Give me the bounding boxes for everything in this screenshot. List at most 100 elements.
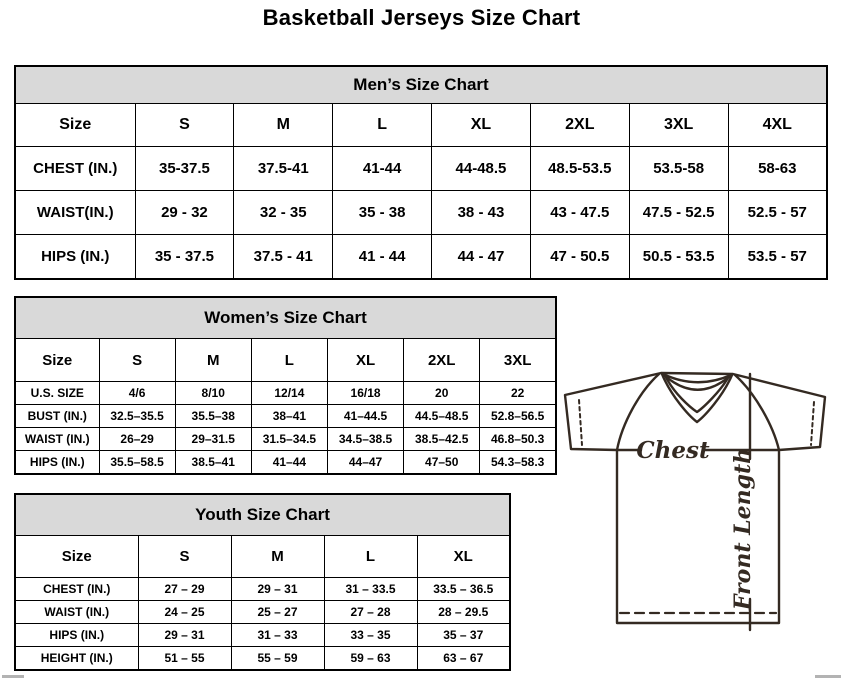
youth-table-caption-row: Youth Size Chart (14, 493, 511, 536)
scrollbar-fragment-right[interactable] (815, 675, 841, 678)
left-seam-line (615, 372, 661, 452)
womens-cell: 4/6 (98, 381, 176, 405)
womens-size-label: Size (14, 338, 100, 382)
scrollbar-fragment-left[interactable] (2, 675, 24, 678)
womens-cell: 8/10 (174, 381, 252, 405)
mens-size-col: L (332, 103, 433, 147)
page-title: Basketball Jerseys Size Chart (262, 5, 581, 30)
youth-cell: 27 – 29 (137, 577, 232, 601)
mens-cell: 43 - 47.5 (529, 190, 630, 235)
womens-row-label-waist: WAIST (IN.) (14, 427, 100, 451)
mens-row-label-hips: HIPS (IN.) (14, 234, 136, 280)
womens-table-title: Women’s Size Chart (14, 296, 557, 339)
youth-cell: 28 – 29.5 (416, 600, 511, 624)
womens-size-table: Women’s Size Chart Size S M L XL 2XL 3XL… (14, 296, 557, 475)
youth-cell: 55 – 59 (230, 646, 325, 671)
mens-size-table: Men’s Size Chart Size S M L XL 2XL 3XL 4… (14, 65, 828, 280)
mens-chest-row: CHEST (IN.) 35-37.5 37.5-41 41-44 44-48.… (14, 146, 828, 191)
youth-cell: 51 – 55 (137, 646, 232, 671)
youth-cell: 24 – 25 (137, 600, 232, 624)
womens-size-col: 3XL (479, 338, 557, 382)
mens-cell: 29 - 32 (134, 190, 235, 235)
womens-cell: 12/14 (250, 381, 328, 405)
collar-v-outer (660, 372, 734, 424)
womens-size-col: L (250, 338, 328, 382)
womens-cell: 35.5–58.5 (98, 450, 176, 475)
womens-cell: 32.5–35.5 (98, 404, 176, 428)
womens-cell: 20 (403, 381, 481, 405)
youth-chest-row: CHEST (IN.) 27 – 29 29 – 31 31 – 33.5 33… (14, 577, 511, 601)
youth-size-col: M (230, 535, 325, 578)
womens-hips-row: HIPS (IN.) 35.5–58.5 38.5–41 41–44 44–47… (14, 450, 557, 475)
mens-cell: 41 - 44 (332, 234, 433, 280)
youth-cell: 35 – 37 (416, 623, 511, 647)
mens-size-col: M (233, 103, 334, 147)
mens-cell: 35 - 38 (332, 190, 433, 235)
youth-cell: 33.5 – 36.5 (416, 577, 511, 601)
mens-cell: 53.5 - 57 (727, 234, 828, 280)
womens-cell: 38.5–41 (174, 450, 252, 475)
mens-cell: 44 - 47 (431, 234, 531, 280)
youth-table-title: Youth Size Chart (14, 493, 511, 536)
mens-size-col: XL (431, 103, 531, 147)
youth-height-row: HEIGHT (IN.) 51 – 55 55 – 59 59 – 63 63 … (14, 646, 511, 671)
mens-cell: 35-37.5 (134, 146, 235, 191)
mens-table-caption-row: Men’s Size Chart (14, 65, 828, 104)
mens-size-header-row: Size S M L XL 2XL 3XL 4XL (14, 103, 828, 147)
youth-row-label-hips: HIPS (IN.) (14, 623, 139, 647)
mens-cell: 47.5 - 52.5 (628, 190, 729, 235)
womens-bust-row: BUST (IN.) 32.5–35.5 35.5–38 38–41 41–44… (14, 404, 557, 428)
mens-table-title: Men’s Size Chart (14, 65, 828, 104)
mens-row-label-waist: WAIST(IN.) (14, 190, 136, 235)
youth-row-label-chest: CHEST (IN.) (14, 577, 139, 601)
mens-hips-row: HIPS (IN.) 35 - 37.5 37.5 - 41 41 - 44 4… (14, 234, 828, 280)
youth-size-col: L (323, 535, 418, 578)
mens-cell: 53.5-58 (628, 146, 729, 191)
womens-ussize-row: U.S. SIZE 4/6 8/10 12/14 16/18 20 22 (14, 381, 557, 405)
womens-cell: 41–44.5 (326, 404, 405, 428)
womens-row-label-hips: HIPS (IN.) (14, 450, 100, 475)
youth-cell: 29 – 31 (230, 577, 325, 601)
youth-hips-row: HIPS (IN.) 29 – 31 31 – 33 33 – 35 35 – … (14, 623, 511, 647)
jersey-measurement-diagram: Chest Front Length (557, 362, 842, 662)
womens-size-col: XL (326, 338, 405, 382)
left-cuff-dashed-line (578, 399, 583, 446)
womens-row-label-ussize: U.S. SIZE (14, 381, 100, 405)
mens-size-col: 3XL (628, 103, 729, 147)
youth-cell: 33 – 35 (323, 623, 418, 647)
mens-size-col: S (134, 103, 235, 147)
youth-row-label-height: HEIGHT (IN.) (14, 646, 139, 671)
youth-cell: 31 – 33.5 (323, 577, 418, 601)
right-seam-line (733, 373, 781, 452)
youth-cell: 29 – 31 (137, 623, 232, 647)
womens-cell: 35.5–38 (174, 404, 252, 428)
womens-cell: 54.3–58.3 (479, 450, 557, 475)
mens-cell: 44-48.5 (431, 146, 531, 191)
womens-cell: 29–31.5 (174, 427, 252, 451)
womens-cell: 26–29 (98, 427, 176, 451)
womens-cell: 38–41 (250, 404, 328, 428)
womens-cell: 52.8–56.5 (479, 404, 557, 428)
mens-cell: 47 - 50.5 (529, 234, 630, 280)
womens-cell: 44.5–48.5 (403, 404, 481, 428)
collar-v-inner (663, 373, 731, 414)
mens-size-col: 4XL (727, 103, 828, 147)
womens-size-col: M (174, 338, 252, 382)
mens-row-label-chest: CHEST (IN.) (14, 146, 136, 191)
collar-arc-1 (661, 372, 733, 384)
womens-cell: 38.5–42.5 (403, 427, 481, 451)
womens-row-label-bust: BUST (IN.) (14, 404, 100, 428)
youth-cell: 59 – 63 (323, 646, 418, 671)
mens-cell: 38 - 43 (431, 190, 531, 235)
youth-size-label: Size (14, 535, 139, 578)
youth-waist-row: WAIST (IN.) 24 – 25 25 – 27 27 – 28 28 –… (14, 600, 511, 624)
mens-cell: 58-63 (727, 146, 828, 191)
womens-cell: 44–47 (326, 450, 405, 475)
youth-cell: 31 – 33 (230, 623, 325, 647)
mens-cell: 37.5-41 (233, 146, 334, 191)
youth-size-header-row: Size S M L XL (14, 535, 511, 578)
mens-cell: 35 - 37.5 (134, 234, 235, 280)
collar-arc-2 (662, 373, 732, 391)
womens-cell: 22 (479, 381, 557, 405)
youth-size-col: XL (416, 535, 511, 578)
